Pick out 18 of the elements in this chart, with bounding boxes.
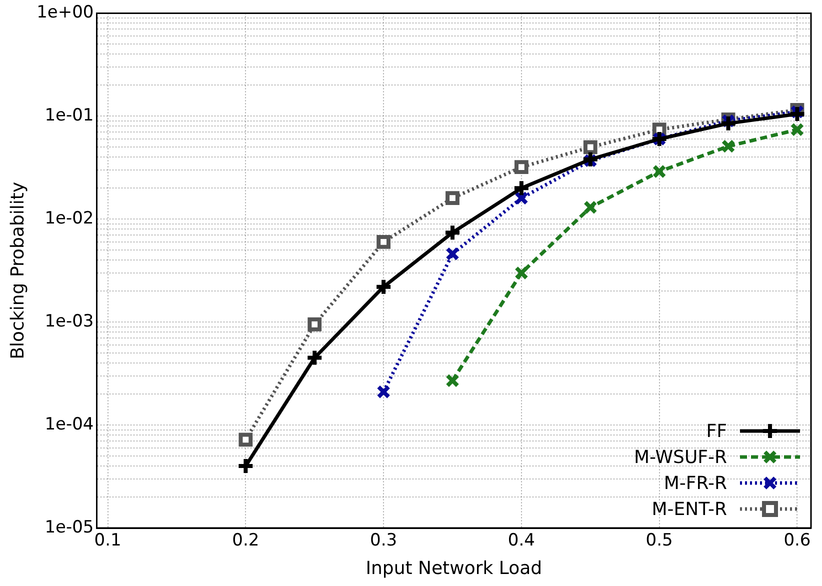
y-tick-label: 1e-05: [44, 517, 94, 538]
x-tick-label: 0.2: [232, 530, 260, 551]
x-tick-label: 0.6: [784, 530, 811, 551]
x-tick-label: 0.1: [94, 530, 122, 551]
legend-label: M-WSUF-R: [634, 446, 727, 468]
x-tick-label: 0.4: [508, 530, 535, 551]
x-tick-label: 0.5: [646, 530, 673, 551]
legend-label: FF: [706, 420, 727, 442]
y-tick-label: 1e+00: [36, 2, 94, 23]
y-tick-label: 1e-04: [44, 414, 94, 434]
y-tick-label: 1e-03: [44, 312, 94, 332]
legend-label: M-FR-R: [664, 472, 727, 494]
y-tick-label: 1e-02: [44, 208, 94, 229]
y-axis-title: Blocking Probability: [7, 182, 28, 360]
y-tick-label: 1e-01: [44, 106, 94, 126]
x-axis-title: Input Network Load: [366, 558, 542, 579]
legend-label: M-ENT-R: [652, 498, 727, 520]
x-tick-label: 0.3: [370, 530, 398, 551]
